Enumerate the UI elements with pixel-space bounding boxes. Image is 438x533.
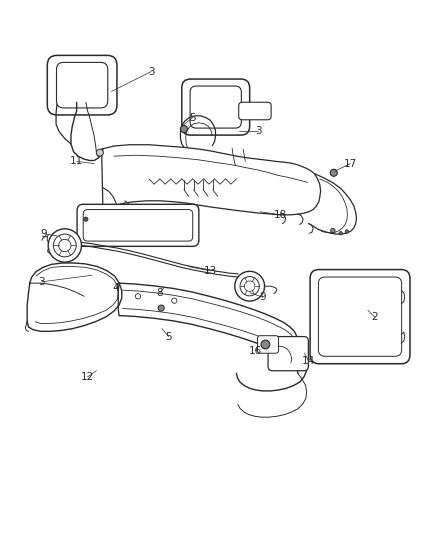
Text: 9: 9 [40,229,47,239]
Circle shape [244,281,255,292]
Circle shape [235,271,265,301]
Text: 5: 5 [189,112,196,123]
FancyBboxPatch shape [239,102,271,120]
FancyBboxPatch shape [77,204,199,246]
Text: 3: 3 [38,277,45,287]
Circle shape [48,229,81,262]
Circle shape [345,230,349,233]
Text: 4: 4 [113,284,120,293]
FancyBboxPatch shape [318,277,402,356]
FancyBboxPatch shape [83,209,193,241]
Circle shape [158,305,164,311]
Text: 13: 13 [204,266,217,276]
Text: 3: 3 [148,67,155,77]
FancyBboxPatch shape [310,270,410,364]
Circle shape [261,340,270,349]
FancyBboxPatch shape [182,79,250,135]
Circle shape [331,229,335,233]
Circle shape [330,169,337,176]
FancyBboxPatch shape [47,55,117,115]
Text: 9: 9 [259,292,266,302]
Text: 18: 18 [274,210,287,220]
Circle shape [59,239,71,252]
Text: 17: 17 [344,159,357,168]
Circle shape [84,217,88,221]
FancyBboxPatch shape [57,62,108,108]
Circle shape [339,231,343,235]
FancyBboxPatch shape [190,86,241,128]
Text: 3: 3 [255,126,262,136]
Text: 5: 5 [165,332,172,342]
FancyBboxPatch shape [258,336,279,353]
Text: 14: 14 [302,356,315,366]
Text: 8: 8 [156,288,163,298]
Text: 12: 12 [81,372,94,382]
Text: 16: 16 [249,345,262,356]
Circle shape [180,125,187,133]
Text: 11: 11 [70,156,83,166]
Text: 2: 2 [371,312,378,322]
FancyBboxPatch shape [268,336,308,371]
Circle shape [96,149,103,156]
Circle shape [53,234,76,257]
Circle shape [240,277,259,296]
